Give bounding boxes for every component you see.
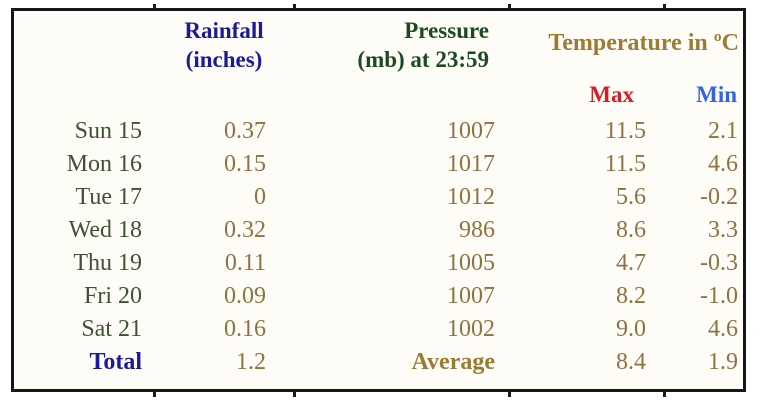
table-row: Mon 16 0.15 1017 11.5 4.6 bbox=[14, 148, 743, 181]
max-average-cell: 8.4 bbox=[616, 349, 646, 375]
pressure-cell: 1002 bbox=[447, 316, 495, 342]
table-row: Sat 21 0.16 1002 9.0 4.6 bbox=[14, 313, 743, 346]
table-body: Sun 15 0.37 1007 11.5 2.1 Mon 16 0.15 1017 11.5 4… bbox=[14, 115, 743, 346]
min-cell: -1.0 bbox=[700, 283, 738, 309]
rainfall-cell: 0.37 bbox=[224, 118, 266, 144]
empty-cell bbox=[154, 75, 294, 115]
rainfall-cell: 0.32 bbox=[224, 217, 266, 243]
total-label: Total bbox=[89, 349, 142, 375]
border-tick bbox=[663, 4, 666, 10]
max-cell: 8.6 bbox=[616, 217, 646, 243]
weather-table: Rainfall (inches) Pressure (mb) at 23:59… bbox=[14, 11, 743, 379]
weather-table-frame: Rainfall (inches) Pressure (mb) at 23:59… bbox=[11, 8, 746, 392]
min-cell: -0.2 bbox=[700, 184, 738, 210]
table-row: Fri 20 0.09 1007 8.2 -1.0 bbox=[14, 280, 743, 313]
min-average-cell: 1.9 bbox=[708, 349, 738, 375]
min-cell: 4.6 bbox=[708, 151, 738, 177]
average-label: Average bbox=[411, 349, 495, 375]
summary-row: Total 1.2 Average 8.4 1.9 bbox=[14, 346, 743, 379]
max-cell: 4.7 bbox=[616, 250, 646, 276]
border-tick bbox=[508, 391, 511, 397]
day-cell: Tue 17 bbox=[75, 184, 142, 210]
pressure-cell: 1007 bbox=[447, 283, 495, 309]
table-row: Thu 19 0.11 1005 4.7 -0.3 bbox=[14, 247, 743, 280]
pressure-header-line1: Pressure bbox=[404, 18, 489, 43]
border-tick bbox=[663, 391, 666, 397]
min-column-header: Min bbox=[696, 82, 737, 107]
table-row: Sun 15 0.37 1007 11.5 2.1 bbox=[14, 115, 743, 148]
pressure-header-line2: (mb) at 23:59 bbox=[357, 47, 489, 72]
border-tick bbox=[293, 4, 296, 10]
temperature-column-header: Temperature in ºC bbox=[548, 29, 739, 56]
pressure-cell: 1012 bbox=[447, 184, 495, 210]
max-cell: 11.5 bbox=[604, 118, 646, 144]
max-cell: 8.2 bbox=[616, 283, 646, 309]
rainfall-total-cell: 1.2 bbox=[236, 349, 266, 375]
table-row: Wed 18 0.32 986 8.6 3.3 bbox=[14, 214, 743, 247]
corner-empty-cell bbox=[14, 11, 154, 75]
pressure-cell: 1005 bbox=[447, 250, 495, 276]
pressure-cell: 1007 bbox=[447, 118, 495, 144]
day-cell: Mon 16 bbox=[66, 151, 142, 177]
rainfall-cell: 0 bbox=[254, 184, 266, 210]
max-cell: 5.6 bbox=[616, 184, 646, 210]
rainfall-cell: 0.16 bbox=[224, 316, 266, 342]
min-cell: 3.3 bbox=[708, 217, 738, 243]
rainfall-column-header: Rainfall (inches) bbox=[154, 11, 294, 75]
header-row-maxmin: Max Min bbox=[14, 75, 743, 115]
min-cell: 2.1 bbox=[708, 118, 738, 144]
max-cell: 9.0 bbox=[616, 316, 646, 342]
day-cell: Sat 21 bbox=[81, 316, 142, 342]
header-row-units: Rainfall (inches) Pressure (mb) at 23:59… bbox=[14, 11, 743, 75]
rainfall-cell: 0.11 bbox=[224, 250, 266, 276]
day-cell: Sun 15 bbox=[74, 118, 142, 144]
day-cell: Thu 19 bbox=[73, 250, 142, 276]
empty-cell bbox=[14, 75, 154, 115]
border-tick bbox=[153, 4, 156, 10]
rainfall-cell: 0.09 bbox=[224, 283, 266, 309]
max-column-header: Max bbox=[589, 82, 634, 107]
rainfall-cell: 0.15 bbox=[224, 151, 266, 177]
day-cell: Wed 18 bbox=[68, 217, 142, 243]
min-cell: 4.6 bbox=[708, 316, 738, 342]
pressure-cell: 1017 bbox=[447, 151, 495, 177]
border-tick bbox=[153, 391, 156, 397]
border-tick bbox=[508, 4, 511, 10]
day-cell: Fri 20 bbox=[83, 283, 142, 309]
rainfall-header-line1: Rainfall bbox=[184, 18, 264, 43]
table-row: Tue 17 0 1012 5.6 -0.2 bbox=[14, 181, 743, 214]
pressure-cell: 986 bbox=[459, 217, 495, 243]
border-tick bbox=[293, 391, 296, 397]
rainfall-header-line2: (inches) bbox=[185, 47, 263, 72]
empty-cell bbox=[294, 75, 509, 115]
pressure-column-header: Pressure (mb) at 23:59 bbox=[294, 11, 509, 75]
min-cell: -0.3 bbox=[700, 250, 738, 276]
max-cell: 11.5 bbox=[604, 151, 646, 177]
